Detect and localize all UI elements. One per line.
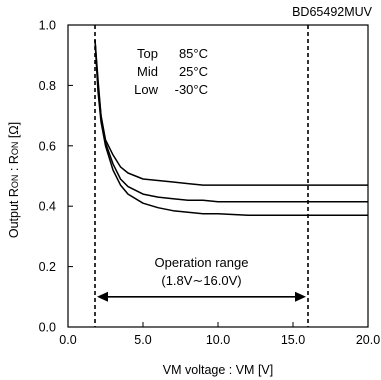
y-label-sub2: ON: [10, 142, 20, 156]
legend-label: Low: [134, 82, 158, 97]
y-tick-label: 0.0: [39, 321, 56, 335]
legend-value: 25°C: [179, 64, 208, 79]
series-line-3: [94, 40, 368, 217]
legend-value: -30°C: [175, 82, 208, 97]
y-axis-label: Output RON : RON [Ω]: [7, 122, 21, 238]
x-tick-label: 20.0: [356, 333, 380, 347]
legend-label: Mid: [137, 64, 158, 79]
y-tick-label: 0.6: [39, 139, 56, 153]
y-label-sub1: ON: [10, 175, 20, 189]
legend-background: [124, 42, 214, 98]
x-tick-label: 10.0: [206, 333, 230, 347]
operation-range-annotation: Operation range (1.8V∼16.0V): [97, 255, 306, 302]
y-tick-label: 0.4: [39, 200, 56, 214]
legend-value: 85°C: [179, 46, 208, 61]
x-axis-label: VM voltage : VM [V]: [163, 363, 273, 377]
y-label-mid: : R: [7, 155, 21, 174]
range-arrow-right-head: [295, 291, 306, 302]
range-arrow-left-head: [97, 291, 108, 302]
operation-range-label: Operation range: [155, 255, 249, 270]
x-tick-label: 0.0: [59, 333, 76, 347]
legend: Top 85°C Mid 25°C Low -30°C: [124, 42, 214, 98]
y-label-post: [Ω]: [7, 122, 21, 142]
legend-label: Top: [137, 46, 158, 61]
operation-range-values: (1.8V∼16.0V): [161, 273, 241, 288]
y-tick-label: 0.8: [39, 79, 56, 93]
x-tick-label: 15.0: [281, 333, 305, 347]
y-tick-label: 1.0: [39, 19, 56, 33]
chart-title: BD65492MUV: [292, 5, 373, 19]
y-label-pre: Output R: [7, 188, 21, 238]
x-tick-label: 5.0: [134, 333, 151, 347]
y-tick-label: 0.2: [39, 260, 56, 274]
